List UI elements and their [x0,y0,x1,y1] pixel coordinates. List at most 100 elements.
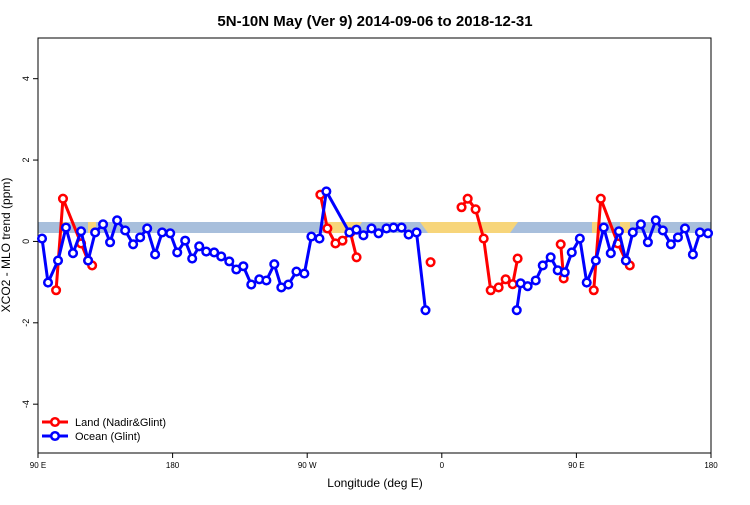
data-point [142,223,153,234]
data-point [322,223,333,234]
data-point [627,227,638,238]
data-point [522,281,533,292]
data-point [187,253,198,264]
data-point [83,255,94,266]
data-point [574,233,585,244]
data-point [157,227,168,238]
data-point [493,282,504,293]
data-point [98,219,109,230]
data-point [511,305,522,316]
data-point [351,224,362,235]
data-point [462,193,473,204]
y-tick-label: 4 [21,76,31,81]
data-point [420,305,431,316]
data-point [373,228,384,239]
data-point [559,267,570,278]
y-tick-label: -4 [21,400,31,408]
data-point [657,225,668,236]
land-band [592,222,600,233]
data-point [135,232,146,243]
land-band [620,222,630,233]
data-point [598,222,609,233]
y-tick-label: 0 [21,239,31,244]
data-point [306,231,317,242]
y-tick-label: -2 [21,319,31,327]
data-point [165,228,176,239]
y-tick-label: 2 [21,158,31,163]
data-point [52,255,64,266]
x-tick-label: 180 [166,461,180,470]
legend: Land (Nadir&Glint) Ocean (Glint) [42,416,166,443]
land-band [88,222,96,233]
data-point [120,225,131,236]
data-point [57,193,69,204]
data-point [42,277,54,288]
data-point [36,233,48,244]
data-point [672,232,683,243]
data-point [635,219,646,230]
data-point [209,247,220,258]
data-point [537,260,548,271]
data-point [112,215,123,226]
data-point [358,230,369,241]
data-point [456,202,467,213]
land-band [420,222,518,233]
data-point [411,227,422,238]
data-point [642,237,653,248]
data-point [291,266,302,277]
data-point [180,235,191,246]
x-tick-label: 90 E [30,461,46,470]
data-point [67,248,79,259]
data-point [530,275,541,286]
data-point [478,233,489,244]
data-point [90,227,101,238]
data-point [261,275,272,286]
data-point [194,241,205,252]
data-point [588,285,599,296]
x-tick-label: 180 [704,461,718,470]
legend-marker [49,416,61,428]
x-tick-label: 0 [440,461,445,470]
data-point [201,246,212,257]
data-point [613,226,624,237]
data-point [283,279,294,290]
data-point [702,228,714,239]
data-point [687,249,698,260]
data-point [60,222,72,233]
legend-label: Land (Nadir&Glint) [75,417,166,429]
data-point [172,247,183,258]
data-point [299,268,310,279]
data-point [150,249,161,260]
data-point [581,277,592,288]
plot-frame [37,37,712,454]
y-axis-label: XCO2 - MLO trend (ppm) [0,178,13,313]
data-point [620,255,631,266]
data-point [105,237,116,248]
data-point [425,257,436,268]
data-point [321,186,332,197]
data-point [403,229,414,240]
data-point [337,235,348,246]
data-point [500,274,511,285]
data-point [351,252,362,263]
data-point [555,239,566,250]
data-point [694,227,705,238]
data-point [595,193,606,204]
chart-title: 5N-10N May (Ver 9) 2014-09-06 to 2018-12… [217,13,532,30]
data-point [396,222,407,233]
data-point [470,204,481,215]
data-point [485,285,496,296]
data-point [51,285,62,296]
data-point [650,215,661,226]
data-point [679,223,691,234]
data-point [366,223,377,234]
data-point [507,279,518,290]
data-point [269,259,280,270]
data-point [216,251,227,262]
data-point [512,253,523,264]
data-point [128,239,139,250]
x-tick-label: 90 W [298,461,317,470]
data-point [545,252,556,263]
data-point [388,222,399,233]
